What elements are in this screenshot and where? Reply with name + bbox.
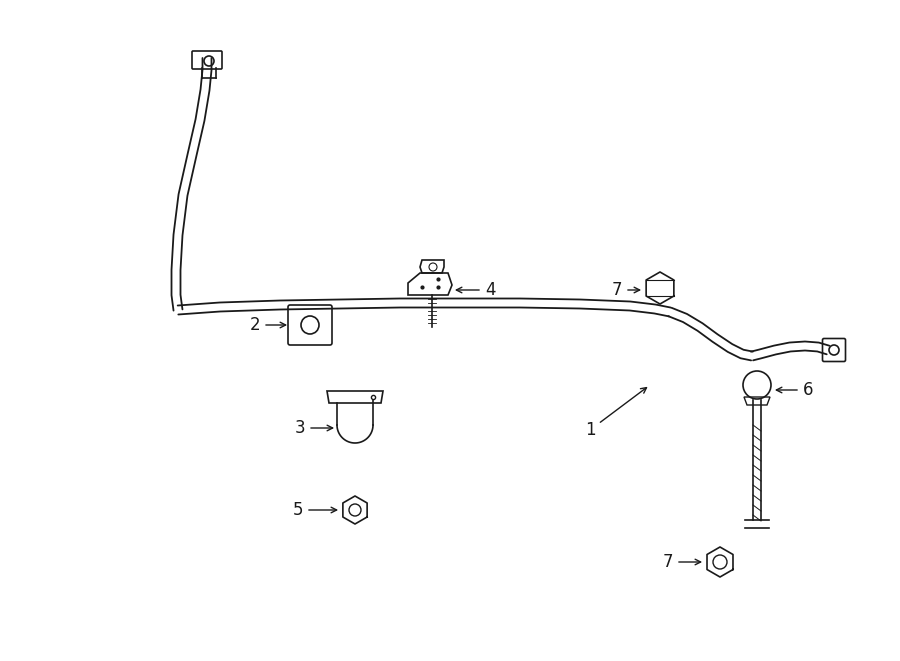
Text: 2: 2: [249, 316, 285, 334]
Text: 1: 1: [585, 387, 646, 439]
Text: 5: 5: [292, 501, 337, 519]
Text: 4: 4: [456, 281, 495, 299]
Text: 7: 7: [662, 553, 701, 571]
Text: 7: 7: [612, 281, 640, 299]
Text: 3: 3: [294, 419, 333, 437]
Text: 6: 6: [777, 381, 814, 399]
